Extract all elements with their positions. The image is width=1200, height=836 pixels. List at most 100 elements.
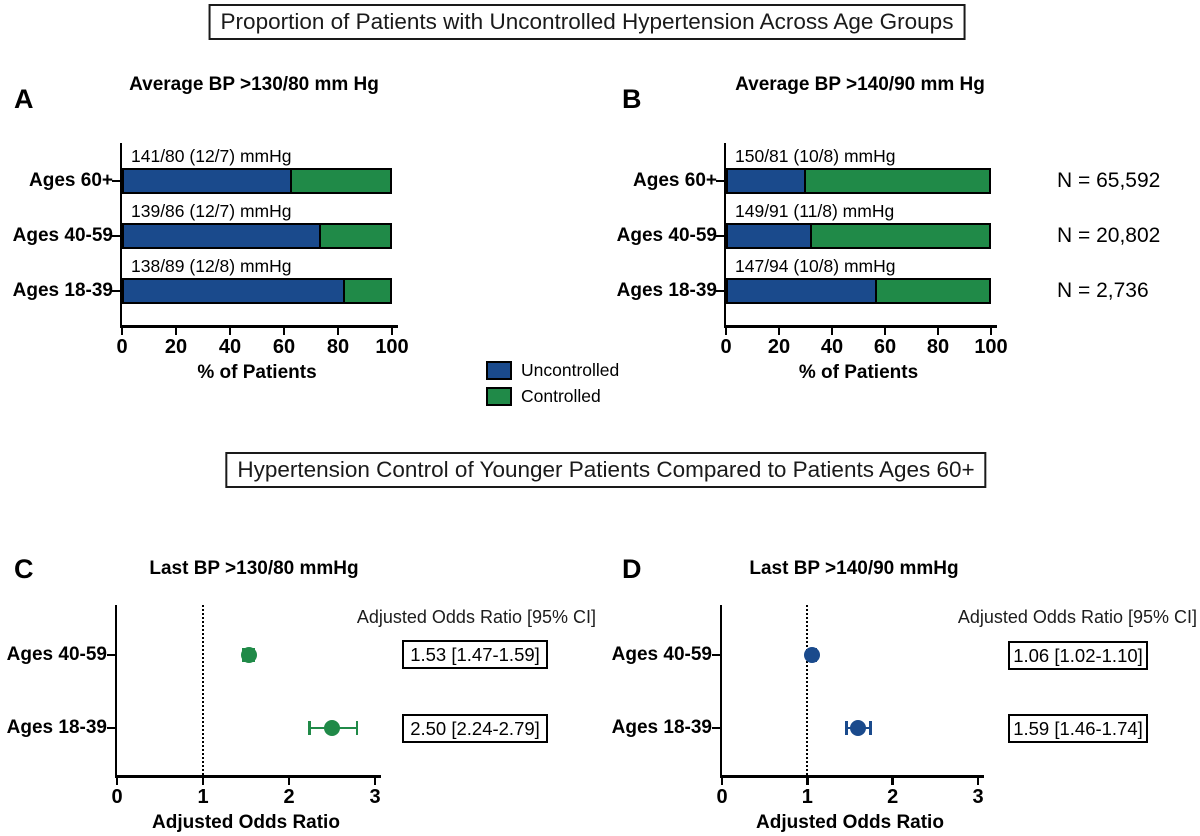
bar-segment-uncontrolled: [728, 225, 812, 247]
legend-label-uncontrolled: Uncontrolled: [521, 360, 620, 380]
reference-line-or-1: [201, 605, 204, 775]
y-axis-line: [723, 143, 726, 328]
panel-c-forest-plot: Ages 40-59 Ages 18-39 0 1 2 3 Adjusted Odds Ra…: [7, 605, 381, 833]
panel-d-title: Last BP >140/90 mmHg: [749, 558, 959, 579]
bar-value-annotation: 150/81 (10/8) mmHg: [735, 146, 896, 166]
category-tick: [112, 234, 120, 238]
n-count-label: N = 65,592: [1057, 169, 1161, 192]
category-tick: [716, 289, 724, 293]
bar-segment-controlled: [291, 170, 390, 192]
ci-cap-high: [869, 721, 872, 735]
bar-segment-controlled: [806, 170, 989, 192]
bar-value-annotation: 138/89 (12/8) mmHg: [131, 256, 292, 276]
panel-c-label: C: [14, 554, 34, 584]
aor-ci-header-c: Adjusted Odds Ratio [95% CI]: [356, 607, 596, 627]
legend-item-uncontrolled: Uncontrolled: [486, 360, 619, 381]
x-axis-tick: [287, 777, 291, 785]
controlled-color-swatch: [486, 387, 512, 406]
x-axis-line: [719, 775, 984, 778]
category-label: Ages 40-59: [611, 644, 712, 665]
bar-segment-controlled: [344, 280, 390, 302]
category-tick: [716, 234, 724, 238]
x-axis-tick: [120, 327, 124, 335]
x-axis-tick: [115, 777, 119, 785]
stacked-bar-ages-40-59: [122, 223, 392, 249]
x-tick-label: 60: [272, 336, 296, 358]
x-tick-label: 2: [283, 786, 295, 808]
x-axis-tick: [336, 327, 340, 335]
aor-value-box-c-ages-40-59: 1.53 [1.47-1.59]: [402, 640, 548, 669]
y-axis-line: [119, 143, 122, 328]
x-axis-tick: [201, 777, 205, 785]
category-tick: [716, 179, 724, 183]
bar-segment-uncontrolled: [124, 280, 345, 302]
x-axis-title: Adjusted Odds Ratio: [756, 812, 944, 833]
category-label: Ages 40-59: [6, 644, 107, 665]
figure-title-top: Proportion of Patients with Uncontrolled…: [208, 4, 966, 40]
odds-ratio-point: [849, 720, 866, 736]
x-tick-label: 3: [369, 786, 381, 808]
x-tick-label: 40: [820, 336, 844, 358]
x-tick-label: 20: [164, 336, 188, 358]
x-axis-line: [114, 775, 381, 778]
x-axis-tick: [373, 777, 377, 785]
bar-segment-uncontrolled: [124, 170, 292, 192]
x-axis-tick: [989, 327, 993, 335]
ci-cap-high: [355, 721, 359, 735]
panel-d-label: D: [622, 554, 642, 584]
stacked-bar-ages-60-: [122, 168, 392, 194]
bar-segment-controlled: [876, 280, 989, 302]
x-axis-tick: [282, 327, 286, 335]
ci-cap-low: [845, 721, 848, 735]
aor-value-box-c-ages-18-39: 2.50 [2.24-2.79]: [402, 714, 548, 743]
x-tick-label: 0: [720, 336, 732, 358]
x-tick-label: 2: [887, 786, 899, 808]
panel-d-forest-plot: Ages 40-59 Ages 18-39 0 1 2 3 Adjusted Odds Ra…: [612, 605, 984, 833]
aor-value-box-d-ages-18-39: 1.59 [1.46-1.74]: [1008, 714, 1148, 743]
stacked-bar-ages-18-39: [122, 278, 392, 304]
category-tick: [107, 653, 115, 657]
stacked-bar-ages-40-59: [726, 223, 991, 249]
x-tick-label: 0: [116, 336, 128, 358]
x-axis-tick: [936, 327, 940, 335]
x-tick-label: 3: [972, 786, 984, 808]
x-tick-label: 1: [197, 786, 209, 808]
category-label: Ages 40-59: [12, 225, 113, 246]
bar-segment-uncontrolled: [728, 280, 877, 302]
legend: Uncontrolled Controlled: [486, 360, 619, 412]
category-label: Ages 40-59: [616, 225, 717, 246]
x-tick-label: 80: [326, 336, 350, 358]
x-tick-label: 0: [716, 786, 728, 808]
category-label: Ages 18-39: [12, 280, 113, 301]
bar-value-annotation: 141/80 (12/7) mmHg: [131, 146, 292, 166]
n-count-label: N = 20,802: [1057, 224, 1161, 247]
x-tick-label: 1: [801, 786, 813, 808]
x-axis-line: [119, 325, 398, 328]
category-label: Ages 18-39: [616, 280, 717, 301]
x-axis-tick: [830, 327, 834, 335]
x-axis-tick: [390, 327, 394, 335]
odds-ratio-point: [240, 647, 257, 663]
panel-a-bar-plot: 141/80 (12/7) mmHg Ages 60+ 139/86 (12/7) …: [13, 143, 409, 383]
x-tick-label: 60: [873, 336, 897, 358]
panel-a-label: A: [14, 84, 34, 114]
x-axis-tick: [174, 327, 178, 335]
x-tick-label: 100: [375, 336, 409, 358]
legend-item-controlled: Controlled: [486, 386, 619, 407]
x-axis-tick: [228, 327, 232, 335]
category-tick: [112, 179, 120, 183]
category-tick: [112, 289, 120, 293]
stacked-bar-ages-60-: [726, 168, 991, 194]
x-tick-label: 20: [767, 336, 791, 358]
aor-ci-header-d: Adjusted Odds Ratio [95% CI]: [957, 607, 1197, 627]
y-axis-line: [719, 605, 722, 778]
x-axis-line: [723, 325, 997, 328]
x-axis-title: % of Patients: [798, 362, 919, 383]
x-axis-tick: [976, 777, 980, 785]
x-tick-label: 100: [974, 336, 1008, 358]
reference-line-or-1: [806, 605, 809, 775]
x-axis-tick: [724, 327, 728, 335]
bar-value-annotation: 139/86 (12/7) mmHg: [131, 201, 292, 221]
category-label: Ages 18-39: [6, 717, 107, 738]
x-axis-tick: [891, 777, 894, 785]
